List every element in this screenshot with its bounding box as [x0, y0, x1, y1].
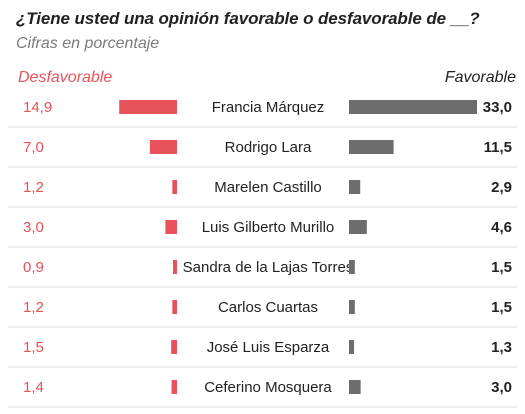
unfavorable-value: 7,0: [23, 139, 44, 156]
unfavorable-value: 1,2: [23, 299, 44, 316]
favorable-value: 1,5: [491, 299, 512, 316]
favorable-bar: [349, 100, 477, 114]
favorable-bar: [349, 260, 355, 274]
category-label: Luis Gilberto Murillo: [202, 219, 335, 236]
favorable-bar: [349, 340, 355, 354]
chart-title: ¿Tiene usted una opinión favorable o des…: [16, 9, 480, 28]
category-label: Rodrigo Lara: [225, 139, 312, 156]
legend-unfavorable: Desfavorable: [18, 69, 113, 86]
favorable-value: 1,3: [491, 339, 512, 356]
unfavorable-bar: [172, 180, 177, 194]
category-label: José Luis Esparza: [207, 339, 330, 356]
unfavorable-bar: [171, 380, 177, 394]
favorable-value: 33,0: [483, 99, 512, 116]
category-label: Ceferino Mosquera: [204, 379, 332, 396]
favorable-bar: [349, 220, 367, 234]
unfavorable-bar: [173, 260, 177, 274]
unfavorable-value: 0,9: [23, 259, 44, 276]
favorable-bar: [349, 300, 355, 314]
favorable-value: 1,5: [491, 259, 512, 276]
favorable-value: 3,0: [491, 379, 512, 396]
favorable-bar: [349, 180, 361, 194]
favorable-bar: [349, 140, 394, 154]
unfavorable-bar: [172, 300, 177, 314]
category-label: Marelen Castillo: [214, 179, 322, 196]
category-label: Francia Márquez: [212, 99, 325, 116]
favorable-value: 11,5: [484, 139, 512, 156]
favorable-value: 4,6: [491, 219, 512, 236]
unfavorable-bar: [149, 140, 177, 154]
unfavorable-value: 14,9: [23, 99, 52, 116]
unfavorable-value: 3,0: [23, 219, 44, 236]
unfavorable-bar: [119, 100, 177, 114]
unfavorable-bar: [165, 220, 177, 234]
category-label: Sandra de la Lajas Torres: [183, 259, 354, 276]
unfavorable-bar: [171, 340, 177, 354]
unfavorable-value: 1,2: [23, 179, 44, 196]
chart-subtitle: Cifras en porcentaje: [16, 35, 160, 52]
unfavorable-value: 1,5: [23, 339, 44, 356]
favorable-value: 2,9: [491, 179, 512, 196]
category-label: Carlos Cuartas: [218, 299, 318, 316]
legend-favorable: Favorable: [444, 69, 516, 86]
unfavorable-value: 1,4: [23, 379, 44, 396]
favorable-bar: [349, 380, 361, 394]
